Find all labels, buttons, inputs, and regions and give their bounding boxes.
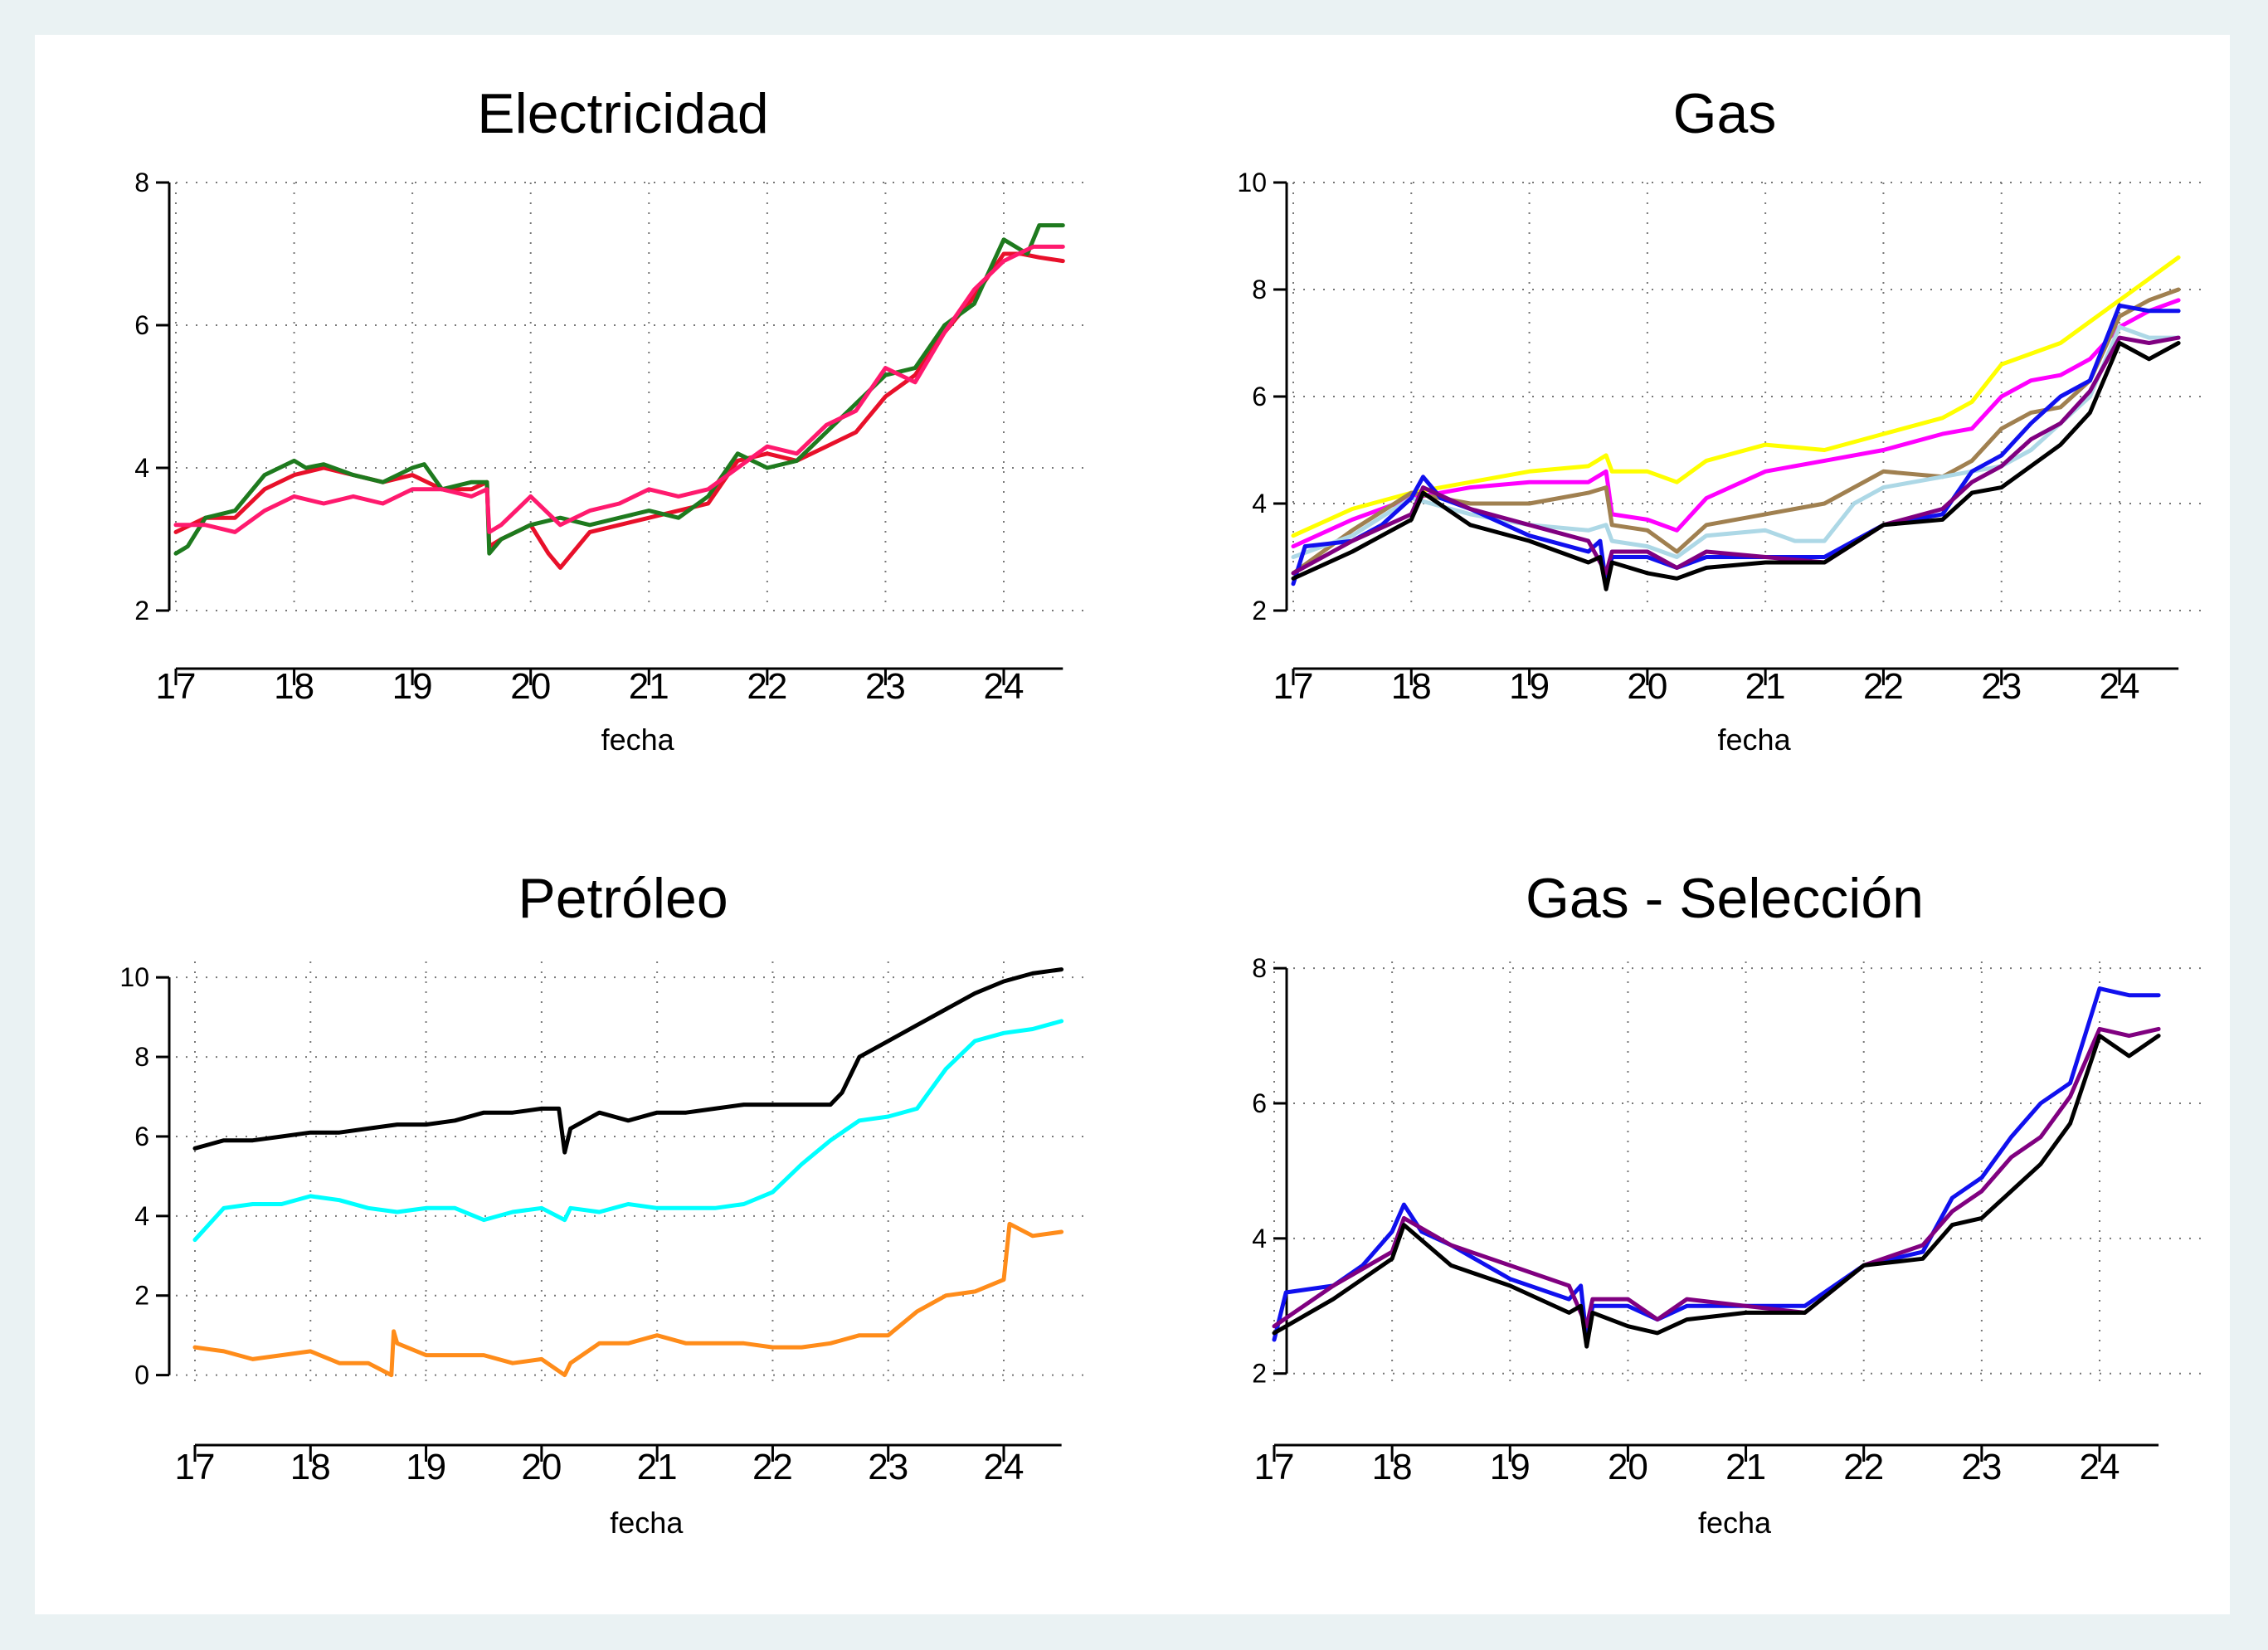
chart-title: Electricidad: [477, 82, 769, 145]
x-tick-label: 17: [175, 1447, 216, 1487]
y-tick-label: 6: [134, 1122, 149, 1151]
x-tick-label: 22: [1843, 1447, 1884, 1487]
x-tick-label: 22: [752, 1447, 793, 1487]
series-line-1: [173, 223, 1065, 556]
y-tick-label: 10: [119, 962, 149, 992]
series-line-0: [1272, 986, 2161, 1342]
x-tick-label: 19: [392, 666, 433, 707]
y-tick-label: 2: [1252, 596, 1267, 625]
series-line-3: [1291, 324, 2181, 559]
x-tick-label: 17: [156, 666, 197, 707]
x-tick-label: 24: [984, 666, 1024, 707]
x-axis-label: fecha: [610, 1506, 684, 1540]
x-tick-label: 21: [637, 1447, 678, 1487]
x-tick-label: 20: [510, 666, 551, 707]
x-tick-label: 19: [1490, 1447, 1531, 1487]
x-tick-label: 21: [1745, 666, 1786, 707]
x-tick-label: 24: [984, 1447, 1024, 1487]
series-line-1: [1291, 298, 2181, 549]
x-tick-label: 17: [1273, 666, 1314, 707]
y-tick-label: 6: [1252, 382, 1267, 411]
series-line-2: [192, 1221, 1064, 1378]
x-tick-label: 22: [747, 666, 787, 707]
x-tick-label: 21: [1725, 1447, 1766, 1487]
y-tick-label: 6: [1252, 1088, 1267, 1118]
x-tick-label: 23: [865, 666, 906, 707]
y-tick-label: 2: [1252, 1359, 1267, 1389]
series-line-0: [1291, 255, 2181, 538]
x-tick-label: 18: [1372, 1447, 1413, 1487]
x-tick-label: 24: [2080, 1447, 2120, 1487]
series-line-1: [1272, 1026, 2161, 1329]
chart-title: Gas - Selección: [1526, 867, 1924, 930]
x-tick-label: 23: [1981, 666, 2022, 707]
x-tick-label: 23: [868, 1447, 908, 1487]
x-tick-label: 21: [629, 666, 669, 707]
y-tick-label: 4: [134, 453, 149, 483]
x-tick-label: 18: [290, 1447, 331, 1487]
y-tick-label: 10: [1237, 168, 1267, 197]
x-tick-label: 22: [1863, 666, 1904, 707]
y-tick-label: 0: [134, 1360, 149, 1390]
chart-title: Petróleo: [518, 867, 728, 930]
series-line-1: [192, 1019, 1064, 1243]
series-line-2: [1272, 1034, 2161, 1349]
figure-panel: Electricidad 2 4 6 8 17 18 19 20 21 22 23 24 fecha Gas…: [35, 35, 2230, 1614]
x-tick-label: 19: [406, 1447, 446, 1487]
y-tick-label: 2: [134, 1281, 149, 1311]
series-line-2: [173, 244, 1065, 534]
x-tick-label: 23: [1961, 1447, 2002, 1487]
x-axis-label: fecha: [601, 723, 675, 757]
x-tick-label: 20: [521, 1447, 562, 1487]
x-tick-label: 18: [1391, 666, 1432, 707]
y-tick-label: 4: [1252, 1224, 1267, 1253]
x-tick-label: 19: [1509, 666, 1550, 707]
y-tick-label: 8: [134, 168, 149, 197]
x-axis-label: fecha: [1698, 1506, 1772, 1540]
series-line-6: [1291, 341, 2181, 591]
series-line-4: [1291, 303, 2181, 587]
x-tick-label: 17: [1254, 1447, 1295, 1487]
y-tick-label: 8: [134, 1042, 149, 1072]
series-line-0: [192, 967, 1064, 1155]
y-tick-label: 8: [1252, 275, 1267, 304]
series-line-2: [1291, 287, 2181, 576]
x-tick-label: 18: [274, 666, 314, 707]
y-tick-label: 4: [134, 1201, 149, 1231]
x-tick-label: 20: [1627, 666, 1667, 707]
series-line-0: [173, 251, 1065, 570]
y-tick-label: 8: [1252, 953, 1267, 983]
x-tick-label: 20: [1608, 1447, 1648, 1487]
x-axis-label: fecha: [1718, 723, 1792, 757]
series-line-5: [1291, 335, 2181, 576]
x-tick-label: 24: [2100, 666, 2140, 707]
y-tick-label: 4: [1252, 489, 1267, 518]
y-tick-label: 2: [134, 596, 149, 625]
chart-title: Gas: [1673, 82, 1777, 145]
y-tick-label: 6: [134, 310, 149, 340]
